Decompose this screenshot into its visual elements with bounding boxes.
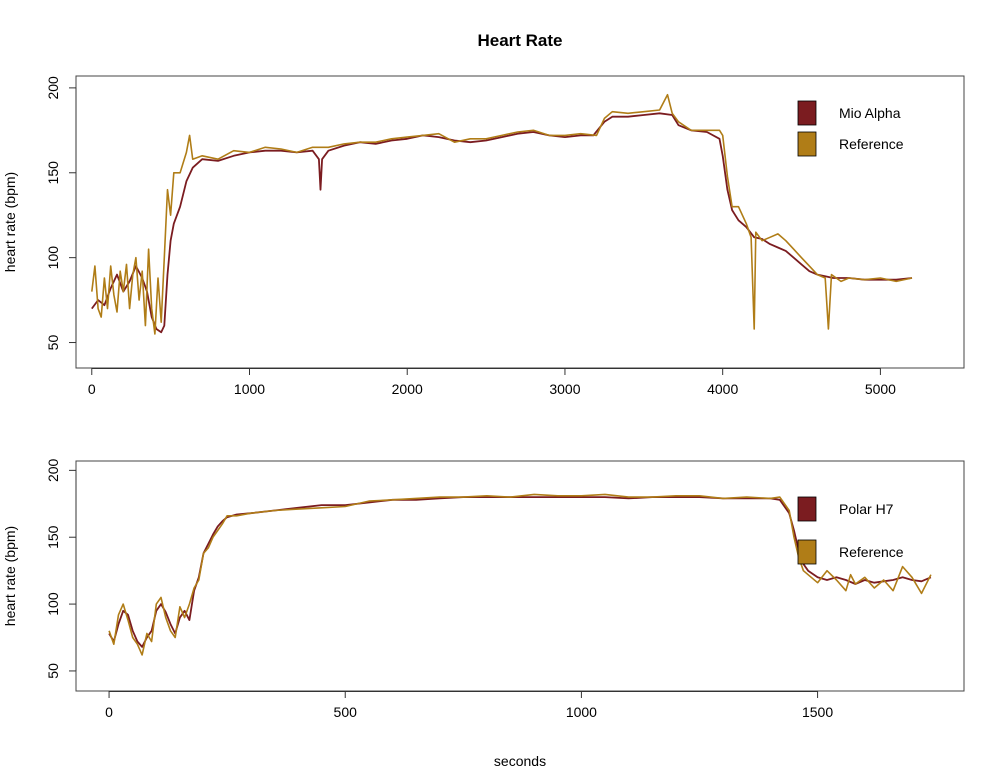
y-tick-label: 200 [45, 458, 61, 482]
legend-label: Polar H7 [839, 501, 894, 517]
x-tick-label: 0 [88, 381, 96, 397]
legend-swatch [797, 100, 817, 126]
y-tick-label: 50 [45, 663, 61, 679]
x-tick-label: 3000 [549, 381, 580, 397]
x-tick-label: 2000 [392, 381, 423, 397]
legend-swatch [797, 539, 817, 565]
legend-label: Reference [839, 544, 904, 560]
x-tick-label: 0 [105, 704, 113, 720]
legend-swatch [797, 496, 817, 522]
y-tick-label: 150 [45, 161, 61, 185]
x-tick-label: 1000 [234, 381, 265, 397]
series-line-reference [91, 93, 913, 335]
legend-swatch [797, 131, 817, 157]
legend-label: Reference [839, 136, 904, 152]
x-tick-label: 500 [334, 704, 358, 720]
y-tick-label: 200 [45, 76, 61, 100]
y-tick-label: 50 [45, 335, 61, 351]
x-tick-label: 1000 [566, 704, 597, 720]
plot-box [75, 75, 965, 369]
legend-label: Mio Alpha [839, 105, 901, 121]
panel-polar-h7: 0 500 1000 1500 50 100 150 200 heart rate (bpm) P… [2, 458, 965, 720]
y-tick-label: 100 [45, 246, 61, 270]
y-tick-label: 100 [45, 592, 61, 616]
y-tick-label: 150 [45, 525, 61, 549]
panel-mio-alpha: 0 1000 2000 3000 4000 5000 50 100 150 200 heart ra… [2, 75, 965, 397]
series-line-device [91, 112, 913, 334]
y-axis-label: heart rate (bpm) [2, 526, 18, 626]
x-tick-label: 4000 [707, 381, 738, 397]
x-tick-label: 1500 [802, 704, 833, 720]
x-axis-label: seconds [494, 753, 546, 769]
x-tick-label: 5000 [865, 381, 896, 397]
series-line-reference [108, 493, 932, 656]
figure-title: Heart Rate [477, 31, 562, 50]
y-axis-label: heart rate (bpm) [2, 172, 18, 272]
